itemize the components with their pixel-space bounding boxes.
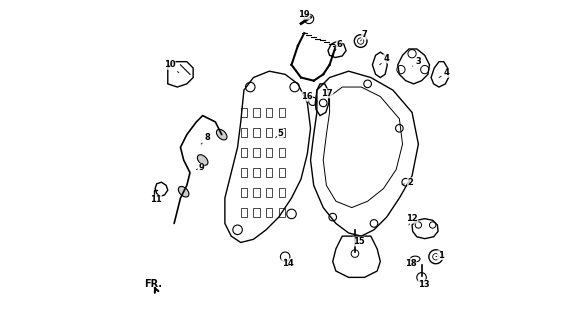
Bar <box>266 108 272 117</box>
Bar <box>241 208 247 217</box>
Text: 14: 14 <box>282 258 294 268</box>
Bar <box>279 128 285 137</box>
Text: 1: 1 <box>436 251 444 260</box>
Text: 2: 2 <box>402 178 413 187</box>
Bar <box>241 108 247 117</box>
Bar <box>241 168 247 177</box>
Bar <box>241 128 247 137</box>
Bar <box>279 168 285 177</box>
Text: 19: 19 <box>298 10 310 19</box>
Bar <box>241 188 247 197</box>
Text: 10: 10 <box>164 60 179 73</box>
Text: 15: 15 <box>353 237 364 246</box>
Bar <box>254 128 260 137</box>
Text: 4: 4 <box>380 54 389 65</box>
Bar <box>266 208 272 217</box>
Bar <box>279 108 285 117</box>
Text: 12: 12 <box>406 214 418 225</box>
Bar <box>254 108 260 117</box>
Bar <box>254 168 260 177</box>
Ellipse shape <box>198 155 208 165</box>
Text: FR.: FR. <box>144 279 162 293</box>
Text: 4: 4 <box>439 68 450 77</box>
Text: 7: 7 <box>361 30 367 41</box>
Bar <box>279 208 285 217</box>
Text: 16: 16 <box>301 92 312 101</box>
Bar <box>266 128 272 137</box>
Text: 17: 17 <box>321 89 333 98</box>
Text: 9: 9 <box>196 164 204 172</box>
Bar <box>266 188 272 197</box>
Text: 3: 3 <box>413 57 422 66</box>
Bar <box>254 188 260 197</box>
Text: 11: 11 <box>150 195 161 204</box>
Text: 6: 6 <box>335 40 342 51</box>
Ellipse shape <box>216 129 227 140</box>
Bar <box>266 148 272 157</box>
Text: 5: 5 <box>276 129 283 138</box>
Text: 8: 8 <box>201 133 210 144</box>
Bar <box>254 208 260 217</box>
Text: 13: 13 <box>418 280 430 289</box>
Bar <box>254 148 260 157</box>
Bar <box>241 148 247 157</box>
Text: 18: 18 <box>405 259 416 268</box>
Bar <box>266 168 272 177</box>
Ellipse shape <box>178 187 189 197</box>
Bar <box>279 148 285 157</box>
Bar <box>279 188 285 197</box>
